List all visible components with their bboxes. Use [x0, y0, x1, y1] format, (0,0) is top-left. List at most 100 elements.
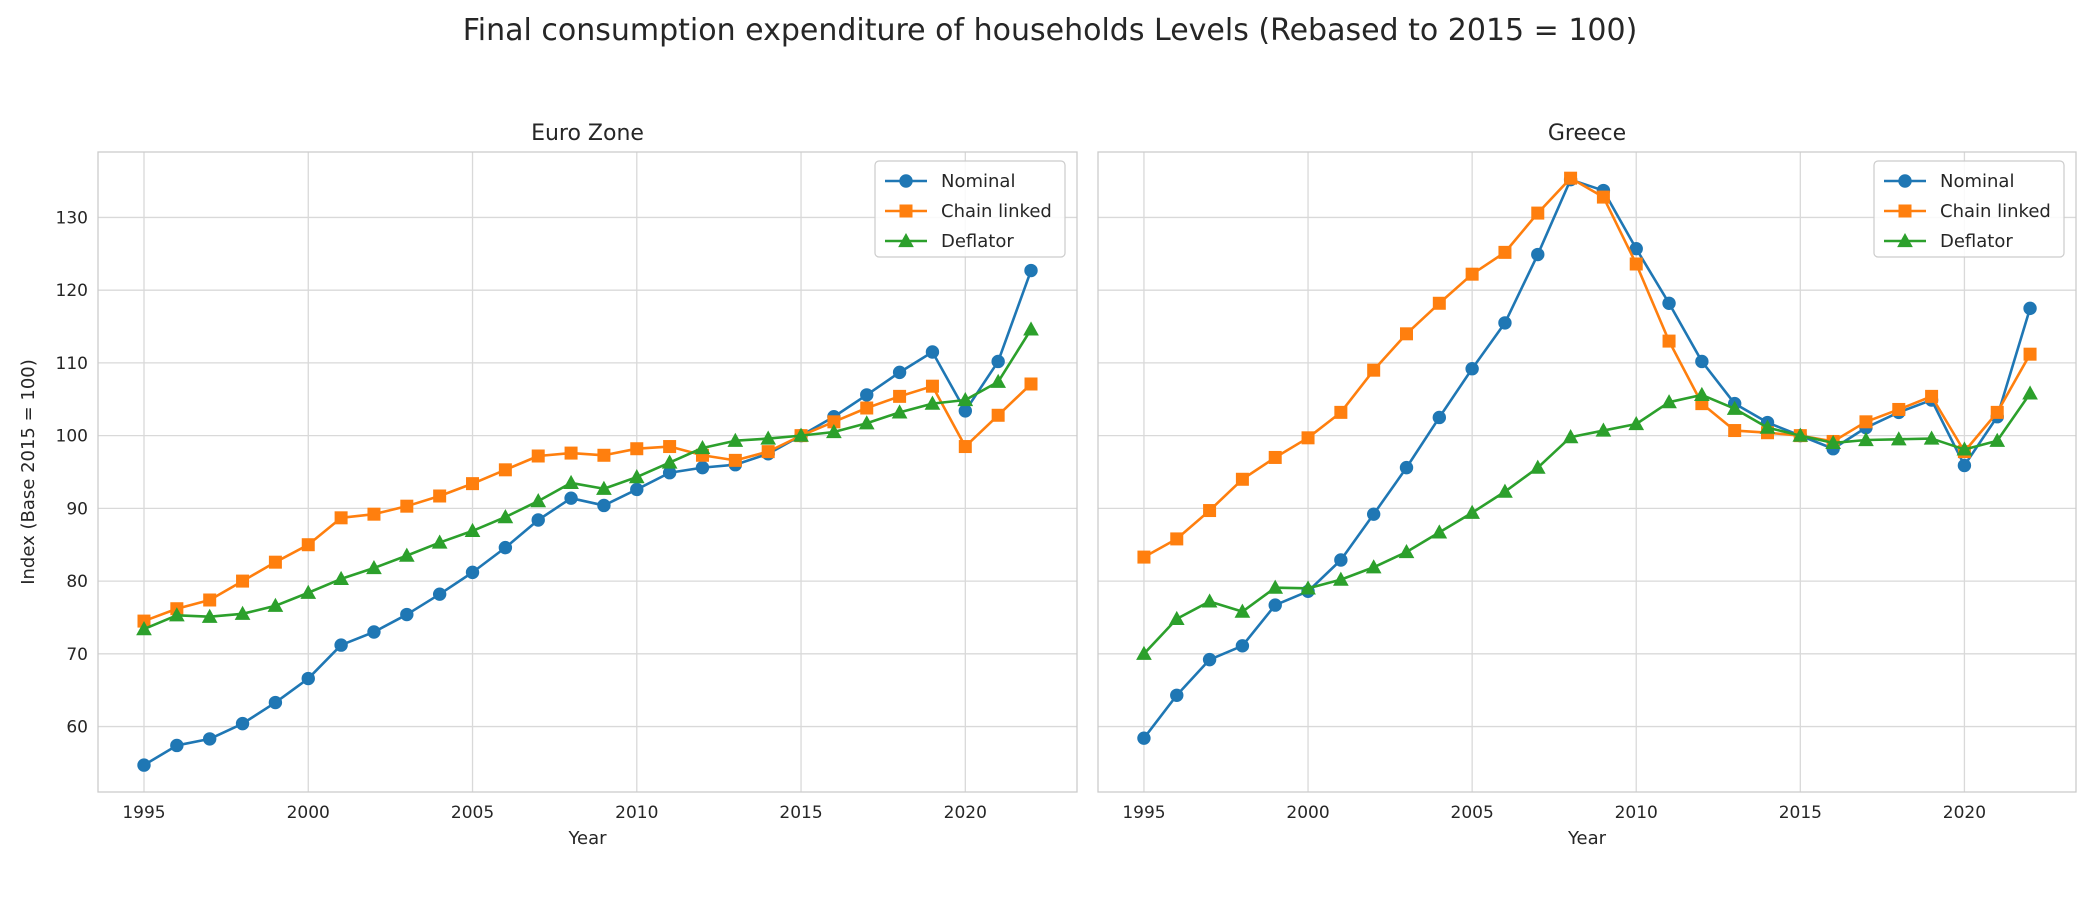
legend-box [1873, 160, 2065, 258]
data-point [531, 449, 545, 463]
data-point [1629, 257, 1643, 271]
data-point [1662, 296, 1676, 310]
legend-label: Chain linked [1940, 201, 2051, 222]
series-chain-linked [137, 377, 1038, 628]
data-point [1268, 450, 1282, 464]
legend-marker [1897, 232, 1913, 248]
data-point [1825, 434, 1841, 450]
data-point [268, 695, 283, 710]
data-point [466, 477, 480, 491]
data-point [1300, 580, 1316, 595]
data-point [564, 491, 578, 505]
y-tick-label: 100 [56, 427, 88, 447]
x-axis-label: Year [1567, 828, 1607, 849]
data-point [957, 391, 974, 407]
y-tick-label: 130 [56, 208, 88, 228]
series-deflator [1136, 385, 2038, 660]
data-point [2023, 347, 2037, 361]
data-point [1595, 422, 1612, 437]
plot-area-frame [97, 151, 1078, 793]
data-point [1859, 415, 1873, 429]
data-point [663, 440, 677, 454]
data-point [924, 395, 941, 410]
legend-label: Deflator [1940, 231, 2013, 252]
data-point [497, 509, 514, 524]
data-point [301, 671, 315, 686]
data-point [1170, 532, 1184, 546]
data-point [234, 605, 251, 620]
legend-box [874, 160, 1066, 258]
series-line [143, 328, 1033, 631]
data-point [1662, 334, 1676, 348]
data-point [1170, 688, 1184, 702]
data-point [235, 716, 250, 731]
y-tick-label: 110 [56, 354, 88, 374]
x-tick-label: 2020 [944, 803, 987, 823]
legend-marker [899, 204, 913, 218]
data-point [1759, 419, 1776, 434]
data-point [1465, 267, 1479, 281]
data-point [137, 758, 151, 772]
legend-marker [1898, 174, 1912, 188]
legend-label: Nominal [941, 171, 1015, 192]
series-line [1142, 178, 2032, 739]
series-deflator [136, 321, 1039, 636]
data-point [596, 480, 612, 495]
data-point [1957, 458, 1972, 473]
legend-item: Chain linked [885, 201, 1052, 222]
data-point [1890, 431, 1907, 446]
x-tick-label: 2020 [1943, 803, 1986, 823]
data-point [860, 401, 874, 415]
data-point [465, 565, 480, 580]
data-point [1235, 472, 1249, 486]
data-point [301, 538, 315, 552]
legend-label: Chain linked [941, 201, 1052, 222]
data-point [893, 389, 907, 403]
data-point [1137, 731, 1151, 745]
legend: Nominal Chain linked Deflator [874, 160, 1066, 258]
x-tick-label: 2010 [1615, 803, 1658, 823]
data-point [1923, 430, 1940, 445]
data-point [1137, 550, 1151, 564]
data-point [1235, 639, 1250, 653]
legend-marker [898, 232, 914, 248]
data-point [334, 638, 348, 652]
data-point [431, 534, 448, 549]
x-tick-label: 2005 [451, 803, 494, 823]
data-point [366, 559, 382, 575]
data-point [925, 379, 939, 393]
data-point [1399, 460, 1414, 475]
data-point [136, 621, 152, 636]
data-point [858, 415, 875, 430]
data-point [991, 354, 1005, 369]
data-point [1333, 571, 1349, 586]
data-point [2023, 301, 2037, 316]
data-point [400, 499, 414, 513]
data-point [398, 547, 415, 562]
legend-item: Nominal [1884, 171, 2014, 192]
legend-marker [899, 174, 913, 188]
data-point [1432, 410, 1447, 425]
data-point [201, 608, 218, 623]
data-point [760, 430, 777, 445]
data-point [628, 469, 645, 484]
data-point [1267, 579, 1284, 594]
data-point [267, 597, 284, 612]
data-point [991, 408, 1005, 422]
data-point [826, 423, 842, 439]
data-point [958, 404, 973, 418]
x-tick-label: 2005 [1451, 803, 1494, 823]
data-point [1367, 363, 1381, 377]
data-point [1366, 507, 1381, 521]
data-point [860, 388, 874, 402]
y-tick-label: 90 [66, 499, 88, 519]
data-point [1564, 171, 1578, 185]
data-point [1465, 362, 1479, 376]
data-point [1531, 206, 1545, 220]
legend-item: Deflator [1884, 231, 2013, 252]
data-point [168, 607, 185, 622]
data-point [236, 574, 250, 588]
data-point [1024, 263, 1038, 278]
legend-label: Nominal [1940, 171, 2014, 192]
plot-area-frame [1097, 151, 2077, 793]
